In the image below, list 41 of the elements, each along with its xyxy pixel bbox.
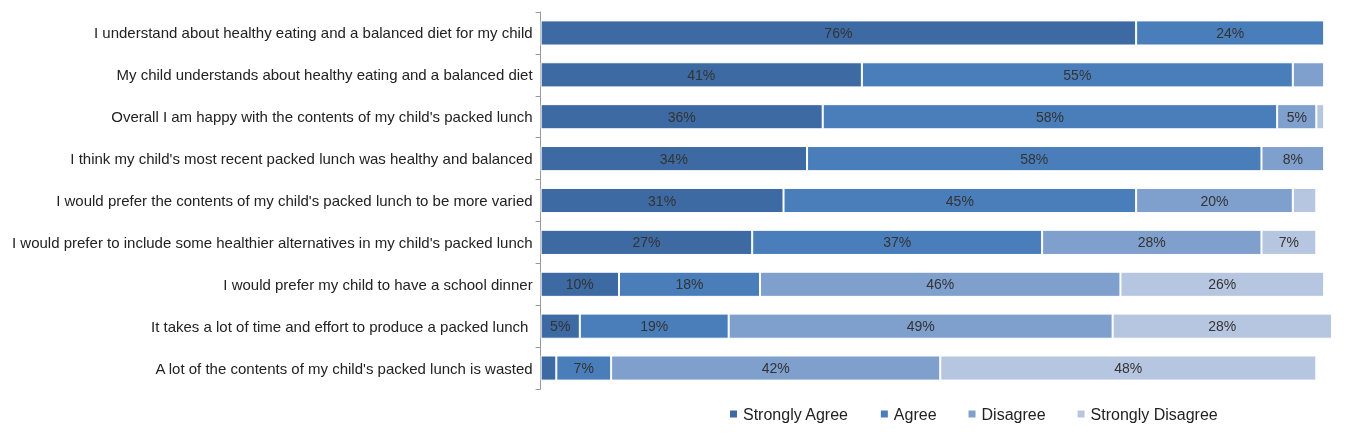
data-label: 7% (573, 360, 594, 377)
data-label: 5% (550, 318, 571, 335)
legend-label: Strongly Agree (743, 405, 849, 423)
data-label: 42% (761, 360, 790, 377)
data-label: 36% (667, 108, 696, 125)
y-tick-label: It takes a lot of time and effort to produce a packed lunch (151, 317, 533, 335)
data-label: 45% (945, 192, 974, 209)
data-label: 34% (659, 150, 688, 167)
y-tick-label: A lot of the contents of my child's packed lunch is wasted (155, 359, 533, 377)
data-label: 26% (1208, 276, 1237, 293)
data-label: 58% (1035, 108, 1064, 125)
data-label: 28% (1137, 234, 1166, 251)
data-label: 24% (1216, 24, 1245, 41)
data-label: 7% (1278, 234, 1300, 251)
y-tick-label: I would prefer to include some healthier alternatives in my child's packed lunch (11, 233, 533, 251)
data-label: 49% (906, 318, 935, 335)
data-label: 31% (648, 192, 677, 209)
legend-label: Strongly Disagree (1090, 405, 1218, 423)
data-label: 58% (1020, 150, 1049, 167)
data-label: 10% (565, 276, 594, 293)
data-label: 37% (883, 234, 912, 251)
data-label: 20% (1200, 192, 1229, 209)
data-label: 41% (687, 66, 716, 83)
y-tick-label: I would prefer the contents of my child's packed lunch to be more varied (56, 192, 533, 209)
data-label: 27% (632, 234, 661, 251)
y-tick-label: My child understands about healthy eating and a balanced diet (116, 66, 534, 84)
y-tick-label: Overall I am happy with the contents of my child's packed lunch (111, 108, 533, 126)
data-label: 8% (1282, 150, 1303, 167)
y-tick-label: I think my child's most recent packed lunch was healthy and balanced (70, 150, 533, 168)
data-label: 76% (824, 24, 853, 41)
y-tick-label: I understand about healthy eating and a balanced diet for my child (93, 24, 533, 42)
data-label: 19% (640, 318, 669, 335)
data-label: 48% (1114, 360, 1143, 377)
data-label: 18% (675, 276, 704, 293)
data-label: 55% (1063, 66, 1092, 83)
legend-label: Disagree (981, 405, 1046, 423)
data-label: 46% (926, 276, 955, 293)
y-tick-label: I would prefer my child to have a school dinner (223, 275, 533, 293)
data-label: 5% (1286, 108, 1307, 125)
legend-label: Agree (893, 405, 937, 423)
data-label: 28% (1208, 318, 1237, 335)
